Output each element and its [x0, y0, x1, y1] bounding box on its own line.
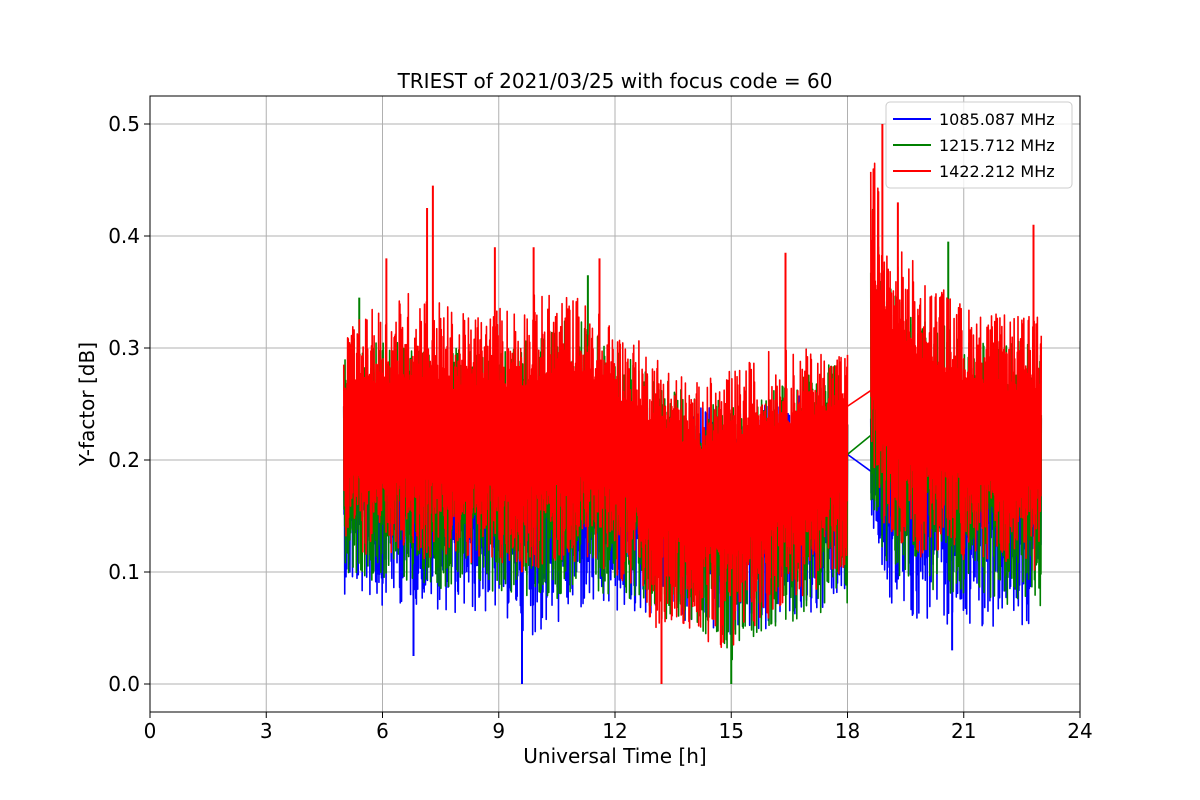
- y-tick-label: 0.4: [108, 224, 140, 248]
- x-tick-label: 15: [719, 719, 744, 743]
- series-gap-bridge: [846, 434, 872, 456]
- series-gap-bridge: [847, 389, 872, 407]
- y-axis-title: Y-factor [dB]: [75, 342, 99, 467]
- series-layer: [342, 124, 1043, 684]
- x-tick-label: 18: [835, 719, 860, 743]
- x-tick-label: 9: [492, 719, 505, 743]
- legend-box: [885, 101, 1073, 189]
- x-tick-label: 24: [1067, 719, 1092, 743]
- series-1422-212-mhz: [342, 124, 1043, 684]
- y-tick-label: 0.0: [108, 672, 140, 696]
- x-tick-label: 21: [951, 719, 976, 743]
- y-tick-label: 0.1: [108, 560, 140, 584]
- x-tick-label: 12: [602, 719, 627, 743]
- x-axis-title: Universal Time [h]: [523, 744, 706, 768]
- y-tick-label: 0.5: [108, 112, 140, 136]
- legend: 1085.087 MHz 1215.712 MHz 1422.212 MHz: [885, 101, 1073, 189]
- x-tick-label: 0: [144, 719, 157, 743]
- y-tick-label: 0.3: [108, 336, 140, 360]
- y-tick-label: 0.2: [108, 448, 140, 472]
- series-gap-bridge: [847, 453, 872, 472]
- legend-label-1215: 1215.712 MHz: [939, 136, 1055, 155]
- axis-ticks: 0 3 6 9 12 15 18 21 24 0.0 0.1 0.2 0.3 0.4 0.5: [108, 112, 1093, 743]
- chart-title: TRIEST of 2021/03/25 with focus code = 6…: [397, 69, 833, 93]
- x-tick-label: 3: [260, 719, 273, 743]
- x-tick-label: 6: [376, 719, 389, 743]
- series-line-segment-1: [869, 162, 1043, 571]
- legend-label-1085: 1085.087 MHz: [939, 110, 1055, 129]
- legend-label-1422: 1422.212 MHz: [939, 162, 1055, 181]
